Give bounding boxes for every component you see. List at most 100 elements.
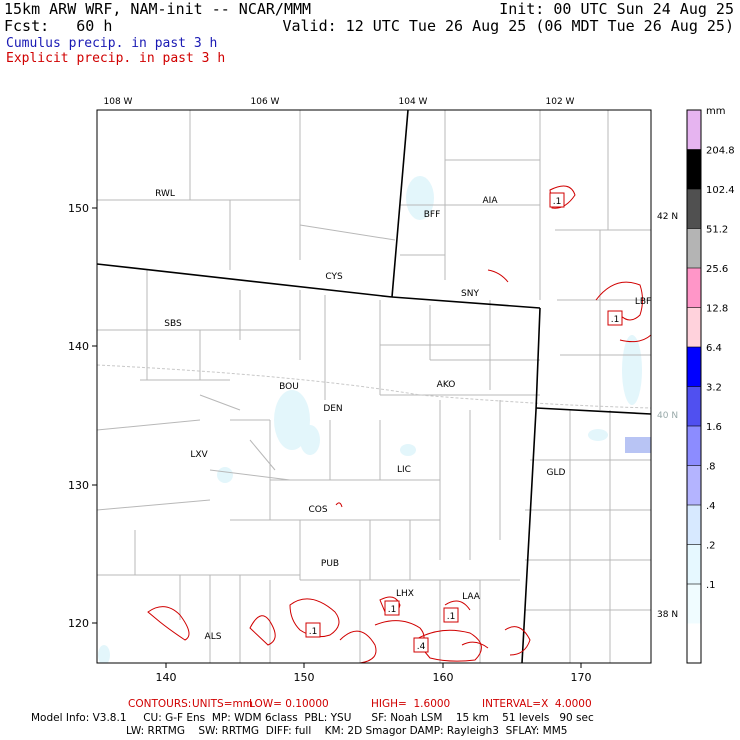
station-label: LHX	[396, 589, 414, 599]
state-borders	[97, 110, 651, 663]
bottom-grid-labels: 140 150 160 170	[156, 663, 592, 684]
grid-label: 150	[68, 202, 89, 215]
colorbar-label: 1.6	[706, 422, 722, 433]
colorbar-label: 204.8	[706, 146, 735, 157]
valid-time: Valid: 12 UTC Tue 26 Aug 25 (06 MDT Tue …	[282, 17, 734, 35]
colorbar-label: 6.4	[706, 343, 722, 354]
station-label: PUB	[321, 559, 339, 569]
colorbar-label: 51.2	[706, 225, 728, 236]
colorbar-frame	[686, 109, 702, 664]
model-info-line-2: LW: RRTMG SW: RRTMG DIFF: full KM: 2D Sm…	[126, 725, 568, 737]
contour-label: .1	[607, 310, 623, 326]
field-title-cumulus: Cumulus precip. in past 3 h	[6, 36, 218, 51]
colorbar-label: .4	[706, 501, 716, 512]
lon-label: 106 W	[251, 97, 280, 107]
contours-interval: INTERVAL=X 4.0000	[482, 698, 592, 710]
model-title: 15km ARW WRF, NAM-init -- NCAR/MMM	[4, 0, 312, 18]
station-label: RWL	[155, 189, 175, 199]
colorbar-swatch	[687, 228, 701, 269]
colorbar-swatch	[687, 110, 701, 150]
contours-label: CONTOURS:	[128, 698, 192, 710]
station-label: AKO	[437, 380, 456, 390]
svg-text:.1: .1	[611, 315, 620, 325]
station-label: SNY	[461, 289, 479, 299]
model-info-line-1: Model Info: V3.8.1 CU: G-F Ens MP: WDM 6…	[31, 712, 594, 724]
svg-text:.1: .1	[388, 605, 397, 615]
colorbar-unit: mm	[706, 106, 725, 117]
colorbar-label: .2	[706, 541, 716, 552]
grid-label: 130	[68, 479, 89, 492]
colorbar-swatch	[687, 347, 701, 387]
map-frame	[96, 109, 652, 664]
svg-text:.4: .4	[417, 642, 426, 652]
colorbar-swatch	[687, 584, 701, 624]
cumulus-precip-core	[625, 437, 651, 453]
station-label: GLD	[547, 468, 566, 478]
station-labels: RWL BFF AIA CYS SNY LBF SBS BOU DEN AKO …	[155, 189, 651, 642]
right-latitude-labels: 42 N 40 N 38 N	[657, 212, 678, 620]
colorbar-swatch	[687, 426, 701, 466]
field-title-explicit: Explicit precip. in past 3 h	[6, 51, 226, 66]
colorbar-swatch	[687, 465, 701, 506]
top-longitude-labels: 108 W 106 W 104 W 102 W	[104, 97, 575, 107]
colorbar-swatch	[687, 149, 701, 190]
colorbar-label: 3.2	[706, 383, 722, 394]
station-label: BFF	[424, 210, 441, 220]
colorbar-labels: 204.8 102.4 51.2 25.6 12.8 6.4 3.2 1.6 .8 .4 .2 .1	[706, 146, 735, 592]
colorbar-label: 102.4	[706, 185, 735, 196]
station-label: ALS	[205, 632, 222, 642]
colorbar-label: 25.6	[706, 264, 728, 275]
forecast-hour: Fcst: 60 h	[4, 17, 113, 35]
init-time: Init: 00 UTC Sun 24 Aug 25	[499, 0, 734, 18]
lon-label: 108 W	[104, 97, 133, 107]
contours-high: HIGH= 1.6000	[371, 698, 451, 710]
station-label: LBF	[635, 297, 651, 307]
svg-text:.1: .1	[447, 612, 456, 622]
colorbar: mm 204.8 102.4 51.2 25.6 12.8 6.4 3.2 1.6 .8 .4 .2…	[686, 106, 735, 664]
colorbar-swatch	[687, 307, 701, 348]
lat-label: 38 N	[657, 610, 678, 620]
colorbar-swatch	[687, 544, 701, 585]
contour-label: .4	[413, 637, 429, 653]
contour-label: .1	[443, 607, 459, 623]
station-label: LAA	[462, 592, 481, 602]
station-label: COS	[308, 505, 327, 515]
grid-label: 140	[156, 671, 177, 684]
colorbar-label: 12.8	[706, 304, 728, 315]
colorbar-label: .1	[706, 580, 716, 591]
colorbar-swatch	[687, 505, 701, 545]
grid-label: 120	[68, 617, 89, 630]
grid-label: 170	[571, 671, 592, 684]
contour-label: .1	[384, 600, 400, 616]
contour-label: .1	[549, 192, 565, 208]
contours-units: UNITS=mm	[192, 698, 253, 710]
county-lines	[97, 110, 651, 663]
station-label: SBS	[164, 319, 182, 329]
left-grid-labels: 150 140 130 120	[68, 202, 97, 630]
svg-text:.1: .1	[309, 627, 318, 637]
colorbar-swatch	[687, 268, 701, 308]
contour-label: .1	[305, 622, 321, 638]
station-label: CYS	[325, 272, 343, 282]
explicit-precip-contours	[147, 185, 651, 663]
station-label: LXV	[190, 450, 208, 460]
colorbar-label: .8	[706, 462, 716, 473]
colorbar-swatch	[687, 623, 701, 664]
grid-label: 150	[294, 671, 315, 684]
station-label: LIC	[397, 465, 411, 475]
colorbar-swatches	[687, 110, 701, 664]
lon-label: 102 W	[546, 97, 575, 107]
contour-label-boxes: .1 .1 .1 .1 .1 .4	[305, 192, 623, 653]
station-label: BOU	[279, 382, 299, 392]
lat-label: 40 N	[657, 411, 678, 421]
colorbar-swatch	[687, 386, 701, 427]
colorbar-swatch	[687, 189, 701, 229]
lon-label: 104 W	[399, 97, 428, 107]
precip-map: .1 .1 .1 .1 .1 .4 RWL BFF AIA CYS SNY LB…	[68, 97, 735, 684]
grid-label: 160	[433, 671, 454, 684]
lat-label: 42 N	[657, 212, 678, 222]
station-label: DEN	[323, 404, 342, 414]
grid-label: 140	[68, 340, 89, 353]
station-label: AIA	[483, 196, 499, 206]
svg-text:.1: .1	[553, 197, 562, 207]
